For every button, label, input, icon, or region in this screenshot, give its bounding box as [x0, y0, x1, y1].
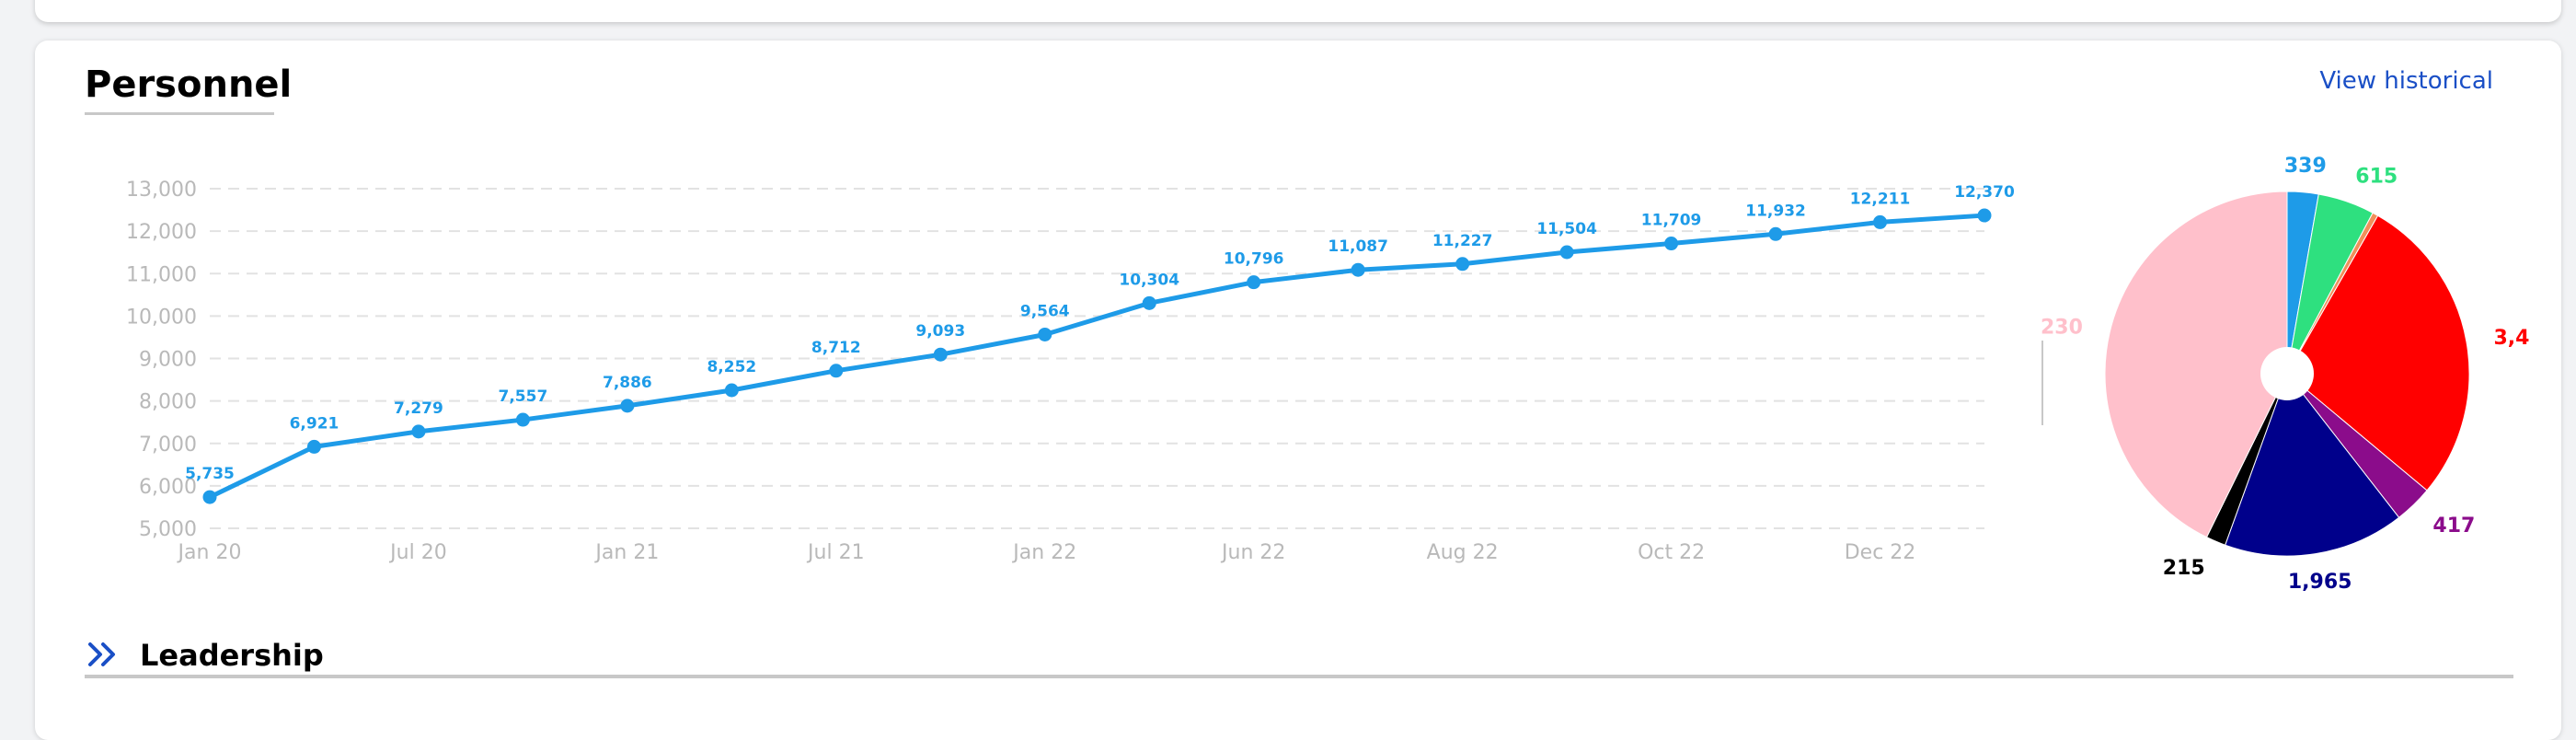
pie-label: 3,4: [2493, 327, 2529, 350]
data-label: 10,304: [1119, 271, 1179, 289]
x-tick-label: Jul 20: [388, 541, 447, 564]
data-label: 7,886: [603, 374, 652, 392]
data-label: 9,564: [1020, 302, 1070, 320]
data-point: [411, 424, 426, 439]
double-chevron-right-icon[interactable]: [86, 641, 120, 668]
pie-hole: [2260, 347, 2314, 400]
data-point: [1664, 237, 1679, 251]
y-tick-label: 11,000: [126, 263, 197, 286]
series-line: [207, 213, 1987, 500]
chart-divider: [2041, 341, 2043, 425]
y-tick-label: 12,000: [126, 221, 197, 244]
data-point: [1455, 257, 1470, 272]
data-point: [1559, 245, 1574, 260]
data-point: [1247, 275, 1261, 290]
data-point: [515, 412, 530, 427]
y-tick-label: 10,000: [126, 306, 197, 329]
x-tick-label: Aug 22: [1427, 541, 1499, 564]
data-label: 9,093: [915, 322, 965, 341]
y-tick-label: 8,000: [139, 391, 197, 414]
data-point: [1873, 214, 1888, 229]
data-point: [1977, 208, 1992, 223]
leadership-heading[interactable]: Leadership: [140, 638, 324, 673]
data-point: [202, 490, 217, 504]
y-tick-label: 5,000: [139, 518, 197, 541]
data-label: 5,735: [185, 465, 235, 483]
pie-slice: [2224, 372, 2400, 557]
x-tick-label: Jun 22: [1220, 541, 1285, 564]
data-point: [620, 399, 635, 413]
data-label: 11,087: [1328, 237, 1388, 256]
data-label: 12,370: [1954, 183, 2015, 202]
pie-label: 215: [2163, 557, 2205, 580]
data-point: [1038, 327, 1052, 341]
data-label: 11,227: [1432, 232, 1493, 250]
x-tick-label: Jan 20: [177, 541, 242, 564]
pie-label: 417: [2432, 515, 2475, 538]
y-tick-label: 7,000: [139, 434, 197, 457]
data-label: 10,796: [1224, 250, 1284, 269]
pie-label: 1,965: [2288, 571, 2352, 594]
previous-card: [35, 0, 2561, 22]
data-label: 6,921: [290, 414, 339, 433]
pie-slice: [2104, 191, 2288, 538]
personnel-line-chart: 5,000 6,000 7,000 8,000 9,000 10,000 11,000 12,…: [126, 179, 2015, 564]
data-point: [1351, 262, 1365, 277]
data-label: 11,932: [1745, 202, 1806, 220]
data-point: [933, 347, 948, 362]
view-historical-link[interactable]: View historical: [2319, 67, 2493, 95]
data-point: [306, 439, 321, 454]
pie-label: 615: [2355, 165, 2398, 188]
pie-label: 230: [2041, 316, 2083, 339]
pie-label: 339: [2284, 155, 2327, 178]
section-title: Personnel: [85, 64, 293, 106]
title-underline: [85, 112, 274, 115]
data-label: 11,504: [1536, 220, 1597, 238]
x-tick-label: Jan 21: [593, 541, 659, 564]
x-tick-label: Dec 22: [1845, 541, 1916, 564]
pie-slice: [2286, 214, 2470, 491]
x-tick-label: Oct 22: [1638, 541, 1705, 564]
data-point: [724, 383, 739, 398]
data-label: 7,279: [394, 399, 443, 418]
data-label: 8,252: [707, 358, 756, 376]
x-tick-label: Jul 21: [806, 541, 865, 564]
data-label: 7,557: [499, 387, 548, 406]
leadership-underline: [85, 675, 2513, 678]
data-point: [1768, 226, 1783, 241]
data-label: 12,211: [1850, 190, 1911, 208]
data-point: [1142, 295, 1156, 310]
personnel-pie-chart: 339 615 3,4 417 1,965 215 230: [2041, 155, 2529, 594]
y-tick-label: 13,000: [126, 179, 197, 202]
y-tick-label: 6,000: [139, 476, 197, 499]
data-label: 8,712: [811, 339, 861, 357]
y-tick-label: 9,000: [139, 349, 197, 372]
data-label: 11,709: [1641, 212, 1702, 230]
data-point: [829, 364, 844, 378]
x-tick-label: Jan 22: [1011, 541, 1076, 564]
